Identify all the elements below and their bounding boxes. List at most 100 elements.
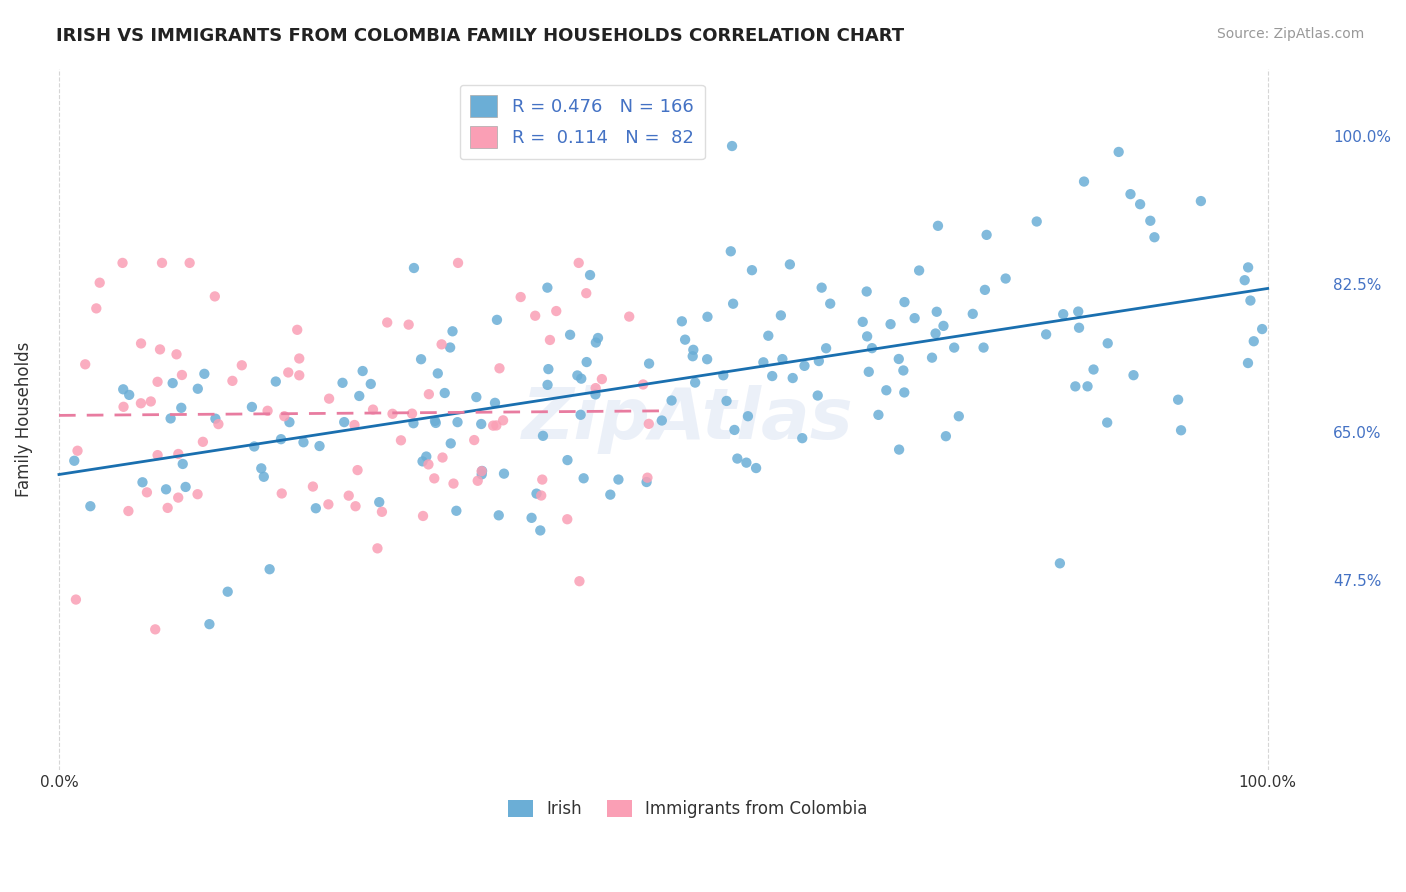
Point [418, 458, 440, 472]
Point [557, 453, 579, 467]
Point [599, 488, 621, 502]
Point [1067, 304, 1090, 318]
Point [921, 351, 943, 365]
Point [231, 359, 253, 373]
Point [1073, 175, 1095, 189]
Point [492, 467, 515, 481]
Point [904, 311, 927, 326]
Point [585, 335, 607, 350]
Point [398, 318, 420, 332]
Point [555, 512, 578, 526]
Point [204, 411, 226, 425]
Point [568, 574, 591, 589]
Point [463, 433, 485, 447]
Point [343, 417, 366, 432]
Point [288, 368, 311, 383]
Point [332, 376, 354, 390]
Point [1095, 416, 1118, 430]
Point [935, 429, 957, 443]
Point [782, 371, 804, 385]
Point [531, 429, 554, 443]
Point [485, 418, 508, 433]
Point [770, 352, 793, 367]
Point [793, 359, 815, 373]
Point [166, 347, 188, 361]
Point [1052, 307, 1074, 321]
Point [529, 524, 551, 538]
Point [270, 486, 292, 500]
Point [1076, 379, 1098, 393]
Point [558, 327, 581, 342]
Point [471, 464, 494, 478]
Point [112, 400, 135, 414]
Point [302, 479, 325, 493]
Point [204, 289, 226, 303]
Point [852, 315, 875, 329]
Point [285, 323, 308, 337]
Text: IRISH VS IMMIGRANTS FROM COLOMBIA FAMILY HOUSEHOLDS CORRELATION CHART: IRISH VS IMMIGRANTS FROM COLOMBIA FAMILY… [56, 27, 904, 45]
Point [973, 341, 995, 355]
Point [159, 411, 181, 425]
Point [1049, 557, 1071, 571]
Point [418, 387, 440, 401]
Point [720, 244, 742, 259]
Point [1189, 194, 1212, 208]
Point [924, 326, 946, 341]
Point [887, 442, 910, 457]
Point [430, 337, 453, 351]
Point [538, 333, 561, 347]
Point [135, 485, 157, 500]
Point [887, 351, 910, 366]
Point [149, 343, 172, 357]
Point [79, 500, 101, 514]
Point [471, 464, 494, 478]
Point [536, 377, 558, 392]
Point [250, 461, 273, 475]
Point [426, 367, 449, 381]
Point [1143, 230, 1166, 244]
Point [927, 219, 949, 233]
Point [1035, 327, 1057, 342]
Point [546, 304, 568, 318]
Point [409, 352, 432, 367]
Point [65, 592, 87, 607]
Point [482, 418, 505, 433]
Point [1237, 356, 1260, 370]
Point [447, 256, 470, 270]
Point [471, 467, 494, 482]
Point [858, 365, 880, 379]
Point [761, 369, 783, 384]
Point [288, 351, 311, 366]
Legend: Irish, Immigrants from Colombia: Irish, Immigrants from Colombia [501, 793, 875, 825]
Point [318, 392, 340, 406]
Point [1025, 214, 1047, 228]
Point [568, 256, 591, 270]
Point [779, 257, 801, 271]
Point [893, 295, 915, 310]
Point [1139, 214, 1161, 228]
Point [607, 473, 630, 487]
Point [1097, 336, 1119, 351]
Point [412, 508, 434, 523]
Point [741, 263, 763, 277]
Point [725, 451, 748, 466]
Point [569, 408, 592, 422]
Point [118, 388, 141, 402]
Point [75, 357, 97, 371]
Point [349, 389, 371, 403]
Point [631, 377, 654, 392]
Point [537, 362, 560, 376]
Point [446, 415, 468, 429]
Point [375, 316, 398, 330]
Point [432, 450, 454, 465]
Point [346, 463, 368, 477]
Point [162, 376, 184, 390]
Point [193, 367, 215, 381]
Point [389, 434, 412, 448]
Point [264, 375, 287, 389]
Point [89, 276, 111, 290]
Point [943, 341, 966, 355]
Point [439, 341, 461, 355]
Point [810, 280, 832, 294]
Point [381, 407, 404, 421]
